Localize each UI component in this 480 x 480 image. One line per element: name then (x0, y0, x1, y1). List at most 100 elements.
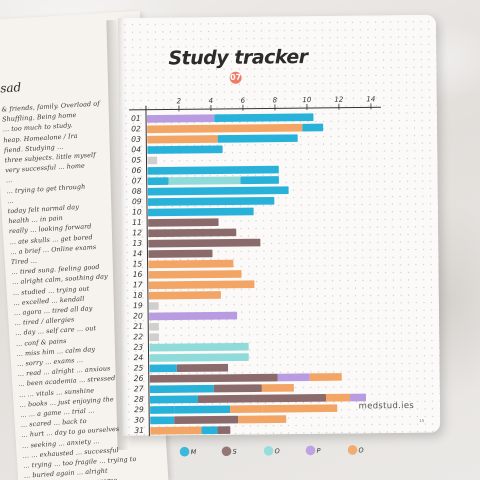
legend-label: S (233, 448, 237, 456)
day-label: 04 (131, 145, 141, 154)
study-chart: 2 4 6 8 10 12 14 01020304050607080910111213141… (128, 95, 381, 457)
x-tick-labels: 2 4 6 8 10 12 14 (177, 95, 375, 112)
day-label: 09 (132, 197, 142, 206)
journal-line: ... (5, 176, 13, 185)
day-label: 28 (134, 395, 144, 404)
journal-line: health ... in pain (8, 214, 64, 226)
bar-segment-M (149, 395, 199, 404)
day-label: 08 (132, 187, 142, 196)
bar-segment-M (174, 405, 231, 414)
bar-segment-O (230, 405, 263, 414)
bar-segment-O (147, 135, 218, 144)
y-axis-line (145, 105, 150, 437)
page-number: 15 (419, 417, 425, 423)
bar-segment-T (168, 176, 241, 185)
x-tick-label: 12 (334, 96, 344, 104)
bar-segment-M (150, 406, 175, 414)
day-label: 12 (132, 228, 142, 237)
bar-segment-S (197, 394, 255, 403)
day-label: 16 (133, 270, 143, 279)
journal-line: heap. Homealone / Ira (3, 131, 78, 144)
legend-dot (221, 446, 232, 457)
journal-line: today felt normal day (7, 202, 80, 216)
day-label: 14 (132, 249, 142, 258)
bar-segment-O (238, 415, 287, 424)
left-page-heading: sad (0, 80, 22, 96)
bar-segment-M (147, 177, 169, 186)
legend-dot (179, 446, 190, 457)
bar-segment-S (148, 218, 219, 227)
bar-segment-M (147, 186, 289, 196)
day-label: 20 (133, 311, 143, 320)
bar-segment-M (147, 165, 279, 175)
legend-label: P (317, 447, 321, 455)
bar-segment-O (148, 259, 234, 269)
bar-segment-O (148, 291, 221, 300)
legend-dot (263, 446, 274, 456)
bar-segment-M (150, 416, 175, 425)
bar-segment-M (217, 134, 298, 143)
x-tick-label: 6 (241, 97, 246, 105)
day-label: 21 (133, 322, 143, 331)
day-label: 06 (132, 166, 142, 175)
bar-segment-M (240, 176, 279, 185)
bar-segment-S (213, 384, 262, 393)
day-label: 23 (133, 343, 143, 352)
day-label: 24 (134, 353, 144, 362)
study-bars (147, 113, 367, 435)
bar-segment-S (253, 394, 327, 403)
bar-segment-M (147, 196, 275, 206)
day-label: 03 (131, 135, 141, 144)
bar-segment-P (147, 114, 215, 123)
x-tick-label: 8 (273, 96, 278, 104)
day-label: 02 (131, 124, 141, 133)
watermark-text: medstud.ies (358, 400, 415, 412)
bar-segment-M (201, 426, 218, 435)
journal-line: ... agora ... tired all day (13, 304, 93, 318)
journal-line: ... (6, 196, 14, 206)
day-label: 07 (132, 176, 142, 185)
bar-segment-S (174, 415, 239, 425)
bar-segment-G (149, 333, 159, 342)
x-tick-label: 2 (177, 97, 182, 105)
legend-dot (347, 445, 358, 455)
day-label: 29 (134, 405, 144, 414)
bar-segment-O (147, 123, 303, 134)
day-label: 10 (132, 207, 142, 216)
bar-segment-T (149, 353, 249, 362)
day-label: 19 (133, 301, 143, 310)
bar-segment-O (261, 383, 294, 392)
journal-line: Tired ... (10, 256, 38, 267)
bar-segment-M (148, 207, 254, 217)
journal-line: ... trying to get through (6, 182, 86, 195)
day-label: 31 (134, 426, 144, 435)
bar-segment-O (148, 270, 242, 279)
x-tick-label: 10 (302, 96, 312, 104)
bar-segment-M (149, 364, 177, 373)
bar-segment-G (149, 322, 159, 331)
day-label: 15 (133, 259, 143, 268)
day-label: 25 (134, 363, 144, 372)
journal-line: & friends, family. Overload of (1, 99, 100, 114)
bar-segment-G (148, 302, 159, 310)
day-label: 30 (134, 415, 144, 424)
journal-line: ... conf & pains (15, 336, 67, 348)
legend-label: O (358, 446, 363, 454)
bar-segment-O (262, 404, 338, 413)
bar-segment-S (149, 373, 278, 383)
bar-segment-T (149, 342, 249, 352)
bar-segment-P (349, 393, 367, 402)
bar-segment-P (277, 373, 310, 382)
legend-dot (305, 445, 316, 456)
bar-segment-O (325, 393, 351, 402)
x-tick-label: 4 (209, 97, 214, 105)
bar-segment-M (302, 123, 324, 132)
bar-segment-S (176, 363, 229, 372)
day-label: 05 (131, 155, 141, 164)
bar-segment-G (147, 156, 158, 165)
day-label: 22 (133, 332, 143, 341)
x-axis-line (128, 106, 381, 111)
